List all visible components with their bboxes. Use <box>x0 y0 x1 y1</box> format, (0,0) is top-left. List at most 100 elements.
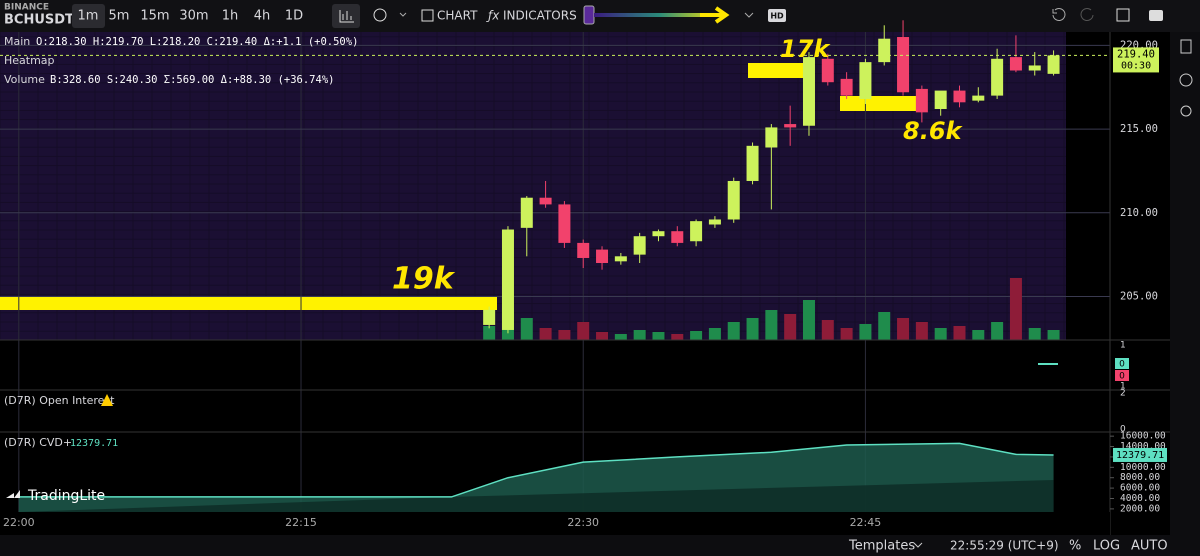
cvd-area-low <box>18 479 1054 512</box>
heatmap-shade <box>0 32 1110 340</box>
chart-button[interactable]: CHART <box>437 9 478 23</box>
interval-button[interactable]: 4h <box>254 9 271 24</box>
volume-bar <box>483 326 496 340</box>
candle-body <box>520 197 533 228</box>
candle-icon <box>339 10 354 23</box>
undo-icon[interactable] <box>1052 8 1066 21</box>
aux-tick: 0 <box>1119 372 1125 382</box>
y-tick-label: 14000.00 <box>1120 441 1166 452</box>
chart-type-button[interactable] <box>332 4 360 28</box>
percent-toggle[interactable]: % <box>1069 539 1081 554</box>
volume-bar <box>897 318 910 340</box>
cvd-value: 12379.71 <box>70 438 118 449</box>
volume-bar <box>558 330 571 340</box>
candle-body <box>765 127 778 148</box>
y-tick-label: 6000.00 <box>1120 483 1160 494</box>
candle-body <box>934 90 947 109</box>
interval-button[interactable]: 15m <box>140 9 169 24</box>
interval-button[interactable]: 30m <box>179 9 208 24</box>
liquidity-band <box>0 297 497 310</box>
legend-volume-label: Volume <box>4 73 45 86</box>
candle-body <box>614 256 627 262</box>
volume-bar <box>577 322 590 340</box>
warning-icon[interactable] <box>101 394 113 406</box>
y-tick-label: 10000.00 <box>1120 462 1166 473</box>
heatmap <box>0 32 1110 340</box>
interval-button[interactable]: 1D <box>285 9 303 24</box>
volume-bar <box>633 330 646 340</box>
fullscreen-icon[interactable] <box>1116 8 1130 22</box>
cvd-pane: 2000.004000.006000.008000.0010000.001200… <box>18 431 1167 514</box>
hd-label: HD <box>770 12 784 21</box>
annotation: 17k <box>780 35 831 63</box>
legend-main-values: O:218.30 H:219.70 L:218.20 C:219.40 Δ:+1… <box>36 36 358 48</box>
aux-tick: 1 <box>1120 382 1126 392</box>
candle-body <box>690 221 703 242</box>
brand-logo <box>6 490 20 498</box>
auto-toggle[interactable]: AUTO <box>1131 539 1168 554</box>
oi-title: (D7R) Open Interest <box>4 394 115 407</box>
volume-bar <box>953 326 966 340</box>
x-tick-label: 22:00 <box>3 516 35 529</box>
dropdown-icon <box>913 542 923 548</box>
volume-bar <box>859 324 872 340</box>
exchange: BINANCE <box>4 3 49 13</box>
countdown: 00:30 <box>1121 60 1151 71</box>
legend-main-label: Main <box>4 35 30 48</box>
globe-icon[interactable] <box>373 8 387 22</box>
volume-bar <box>840 328 853 340</box>
candle-body <box>802 57 815 126</box>
interval-button[interactable]: 1m <box>78 9 99 24</box>
candle-body <box>596 249 609 263</box>
sidebar-icon[interactable] <box>1180 39 1192 54</box>
gradient-handle[interactable] <box>583 5 595 25</box>
sidebar-icon[interactable] <box>1179 73 1193 87</box>
aux-badge <box>1115 370 1129 381</box>
cvd-value-box <box>1113 447 1167 462</box>
gradient-bar <box>594 13 724 17</box>
candle-body <box>859 62 872 99</box>
candle-body <box>972 95 985 101</box>
y-tick-label: 4000.00 <box>1120 493 1160 504</box>
oi-tick: 0 <box>1120 425 1126 435</box>
volume-bar <box>1028 328 1041 340</box>
redo-icon[interactable] <box>1080 8 1094 21</box>
candle-body <box>708 219 721 225</box>
x-tick-label: 22:15 <box>285 516 317 529</box>
candle-body <box>652 231 665 237</box>
interval-button[interactable]: 5m <box>109 9 130 24</box>
candle-body <box>784 124 797 128</box>
symbol: BCHUSDT <box>4 13 74 28</box>
sidebar-icon[interactable] <box>1180 105 1192 117</box>
y-tick-label: 205.00 <box>1120 290 1158 302</box>
candle-body <box>1047 55 1060 74</box>
candle-body <box>558 204 571 243</box>
volume-bar <box>671 334 684 340</box>
candle-body <box>577 242 590 258</box>
y-tick-label: 8000.00 <box>1120 472 1160 483</box>
log-toggle[interactable]: LOG <box>1093 539 1120 554</box>
candle-body <box>1009 57 1022 71</box>
footer <box>0 535 1200 556</box>
indicators-button[interactable]: INDICATORS <box>503 9 577 23</box>
right-gap <box>1066 32 1110 340</box>
sidebar <box>1170 32 1200 535</box>
volume-bar <box>690 331 703 340</box>
templates-button[interactable]: Templates <box>848 539 915 554</box>
camera-icon[interactable] <box>1149 10 1163 21</box>
volume-bar <box>821 320 834 340</box>
interval-button[interactable]: 1h <box>222 9 239 24</box>
volume-bar <box>784 314 797 340</box>
hd-box[interactable] <box>768 9 786 22</box>
chart-icon <box>421 9 434 22</box>
y-tick-label: 16000.00 <box>1120 431 1166 442</box>
volume-bar <box>934 328 947 340</box>
volume-bar <box>539 328 552 340</box>
volume-bar <box>708 328 721 340</box>
volume-bar <box>802 300 815 340</box>
candle-body <box>840 78 853 96</box>
aux-tick: 0 <box>1119 360 1125 370</box>
candle-body <box>671 231 684 243</box>
candle-body <box>539 197 552 205</box>
